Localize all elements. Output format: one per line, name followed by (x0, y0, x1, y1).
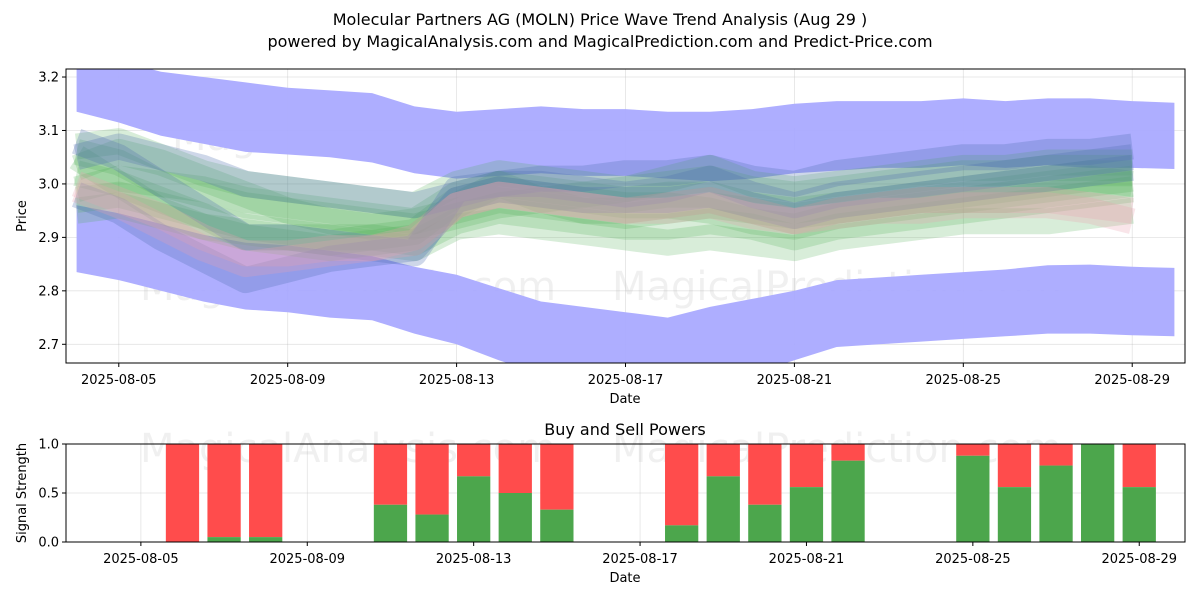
buy-bar (1122, 487, 1156, 542)
signal-bars (165, 444, 1156, 542)
sell-bar (1039, 444, 1073, 466)
price-waves (69, 128, 1136, 294)
watermark-analysis-3: MagicalAnalysis.com (140, 426, 556, 472)
sell-bar (706, 444, 740, 477)
buy-bar (748, 504, 782, 542)
price-y-tick-label: 3.2 (38, 71, 59, 86)
sell-bar (665, 444, 699, 526)
buy-bar (498, 493, 532, 542)
band-lower (76, 205, 1175, 363)
sell-bar (165, 444, 200, 542)
sell-bar (956, 444, 990, 456)
price-x-axis-label: Date (609, 392, 640, 407)
signal-y-ticks: 0.0 0.5 1.0 (38, 438, 66, 551)
price-x-tick-label: 2025-08-25 (926, 373, 1002, 388)
signal-x-tick-label: 2025-08-13 (436, 552, 512, 567)
buy-bar (665, 525, 699, 542)
signal-y-tick-label: 0.5 (38, 487, 59, 502)
sell-bar (373, 444, 408, 505)
price-x-tick-label: 2025-08-09 (250, 373, 326, 388)
sell-bar (249, 444, 283, 538)
signal-power-panel: Buy and Sell Powers MagicalAnalysis.com … (15, 420, 1186, 586)
signal-x-tick-label: 2025-08-29 (1101, 552, 1177, 567)
buy-bar (415, 514, 449, 542)
wave-pink-11 (71, 177, 1136, 278)
signal-x-tick-label: 2025-08-21 (769, 552, 845, 567)
sell-bar (1122, 444, 1156, 488)
price-y-tick-label: 2.7 (38, 338, 59, 353)
price-y-tick-label: 3.1 (38, 124, 59, 139)
price-x-tick-label: 2025-08-21 (757, 373, 833, 388)
wave-green-5 (73, 160, 1134, 262)
sell-bar (498, 444, 532, 493)
buy-bar (457, 476, 491, 542)
wave-blue-9 (73, 133, 1134, 219)
wave-green-2 (71, 138, 1134, 240)
buy-bar (1039, 465, 1073, 542)
price-y-tick-label: 2.8 (38, 284, 59, 299)
wave-pink-12 (71, 171, 1134, 267)
sell-bar (997, 444, 1032, 488)
price-y-tick-label: 3.0 (38, 177, 59, 192)
price-x-tick-label: 2025-08-29 (1094, 373, 1170, 388)
buy-bar (207, 537, 241, 542)
buy-bar (706, 476, 740, 542)
buy-bar (249, 537, 283, 542)
price-y-tick-label: 2.9 (38, 231, 59, 246)
price-x-tick-label: 2025-08-05 (81, 373, 157, 388)
wave-blue-10 (71, 155, 1134, 294)
buy-bar (956, 455, 990, 542)
signal-panel-title: Buy and Sell Powers (544, 420, 706, 439)
signal-x-tick-label: 2025-08-17 (602, 552, 678, 567)
wave-green-0 (73, 139, 1133, 235)
sell-bar (457, 444, 491, 477)
price-wave-panel: MagicalAnalysis.com MagicalPrediction.co… (15, 68, 1186, 407)
price-x-tick-label: 2025-08-13 (419, 373, 495, 388)
signal-x-tick-label: 2025-08-05 (103, 552, 179, 567)
chart-title: Molecular Partners AG (MOLN) Price Wave … (332, 10, 868, 29)
signal-y-tick-label: 1.0 (38, 438, 59, 453)
sell-bar (831, 444, 865, 461)
wave-green-3 (74, 128, 1133, 219)
signal-y-axis-label: Signal Strength (15, 443, 30, 543)
price-y-axis-label: Price (15, 200, 30, 232)
band-upper (76, 69, 1175, 182)
wave-green-4 (74, 176, 1134, 256)
price-x-ticks: 2025-08-05 2025-08-09 2025-08-13 2025-08-17… (81, 363, 1170, 388)
wave-green-7 (74, 192, 1134, 262)
sell-bar (207, 444, 241, 538)
signal-x-tick-label: 2025-08-09 (269, 552, 345, 567)
buy-bar (789, 487, 824, 542)
sell-bar (540, 444, 574, 510)
price-x-tick-label: 2025-08-17 (588, 373, 664, 388)
price-bands (76, 69, 1175, 363)
price-y-ticks: 2.7 2.8 2.9 3.0 3.1 3.2 (38, 71, 66, 353)
wave-green-6 (73, 149, 1133, 240)
signal-x-tick-label: 2025-08-25 (935, 552, 1011, 567)
sell-bar (789, 444, 824, 488)
wave-blue-8 (71, 129, 1134, 267)
wave-green-1 (69, 146, 1134, 256)
signal-x-ticks: 2025-08-05 2025-08-09 2025-08-13 2025-08-17… (103, 542, 1177, 567)
signal-x-axis-label: Date (609, 571, 640, 586)
chart-subtitle: powered by MagicalAnalysis.com and Magic… (267, 32, 933, 51)
sell-bar (415, 444, 449, 515)
buy-bar (997, 487, 1032, 542)
buy-bar (540, 509, 574, 542)
signal-y-tick-label: 0.0 (38, 536, 59, 551)
buy-bar (373, 504, 408, 542)
buy-bar (1081, 444, 1115, 542)
buy-bar (831, 460, 865, 542)
sell-bar (748, 444, 782, 505)
